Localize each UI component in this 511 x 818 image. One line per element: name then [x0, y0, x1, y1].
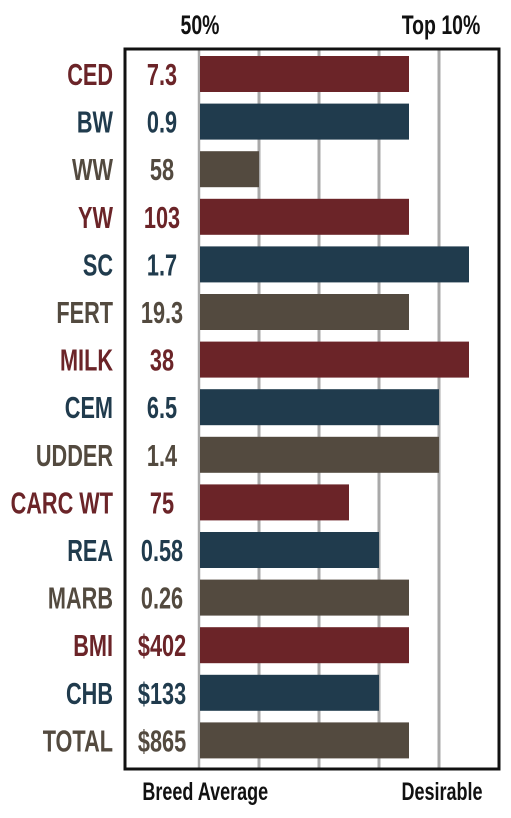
- bar-fert: [200, 294, 409, 330]
- value-label: $402: [138, 628, 186, 663]
- bar-chb: [200, 674, 379, 711]
- trait-label: CEM: [65, 390, 113, 425]
- chart-frame: [123, 47, 501, 771]
- bar-marb: [200, 579, 409, 616]
- trait-label: FERT: [56, 295, 113, 330]
- value-label: 0.58: [141, 533, 183, 568]
- bar-cem: [200, 389, 439, 426]
- bar-milk: [200, 341, 469, 378]
- value-label: 58: [150, 152, 174, 187]
- value-label: 6.5: [147, 390, 177, 425]
- top-label-50-percent: 50%: [180, 10, 220, 40]
- trait-label: WW: [72, 152, 114, 187]
- trait-label: BW: [77, 105, 114, 140]
- trait-label: UDDER: [36, 438, 113, 473]
- bar-ced: [200, 56, 409, 92]
- trait-label: YW: [78, 200, 114, 235]
- trait-label: REA: [67, 533, 113, 568]
- value-label: 75: [150, 486, 174, 521]
- trait-label: CARC WT: [11, 486, 114, 521]
- bar-yw: [200, 198, 409, 235]
- bar-ww: [200, 151, 259, 188]
- value-label: 0.26: [141, 581, 183, 616]
- value-label: 1.4: [147, 438, 177, 473]
- top-label-top-10-percent: Top 10%: [401, 10, 481, 40]
- value-label: 0.9: [147, 105, 177, 140]
- trait-label: BMI: [73, 628, 113, 663]
- value-label: 19.3: [141, 295, 183, 330]
- trait-label: CHB: [66, 676, 113, 711]
- bar-bmi: [200, 627, 409, 664]
- value-label: $133: [138, 676, 186, 711]
- trait-label: TOTAL: [43, 724, 113, 759]
- bar-bw: [200, 103, 409, 140]
- bottom-label-breed-average: Breed Average: [142, 778, 269, 806]
- trait-label: MARB: [48, 581, 113, 616]
- value-label: 103: [144, 200, 180, 235]
- trait-label: CED: [67, 57, 113, 92]
- value-label: 1.7: [147, 248, 177, 283]
- bar-total: [200, 722, 409, 759]
- value-label: 38: [150, 343, 174, 378]
- bottom-label-desirable: Desirable: [401, 778, 483, 806]
- bar-sc: [200, 246, 469, 283]
- value-label: 7.3: [147, 57, 177, 92]
- bar-carc-wt: [200, 484, 349, 521]
- bar-udder: [200, 436, 439, 473]
- value-label: $865: [138, 724, 186, 759]
- bar-rea: [200, 532, 379, 568]
- trait-label: SC: [83, 248, 113, 283]
- trait-label: MILK: [60, 343, 114, 378]
